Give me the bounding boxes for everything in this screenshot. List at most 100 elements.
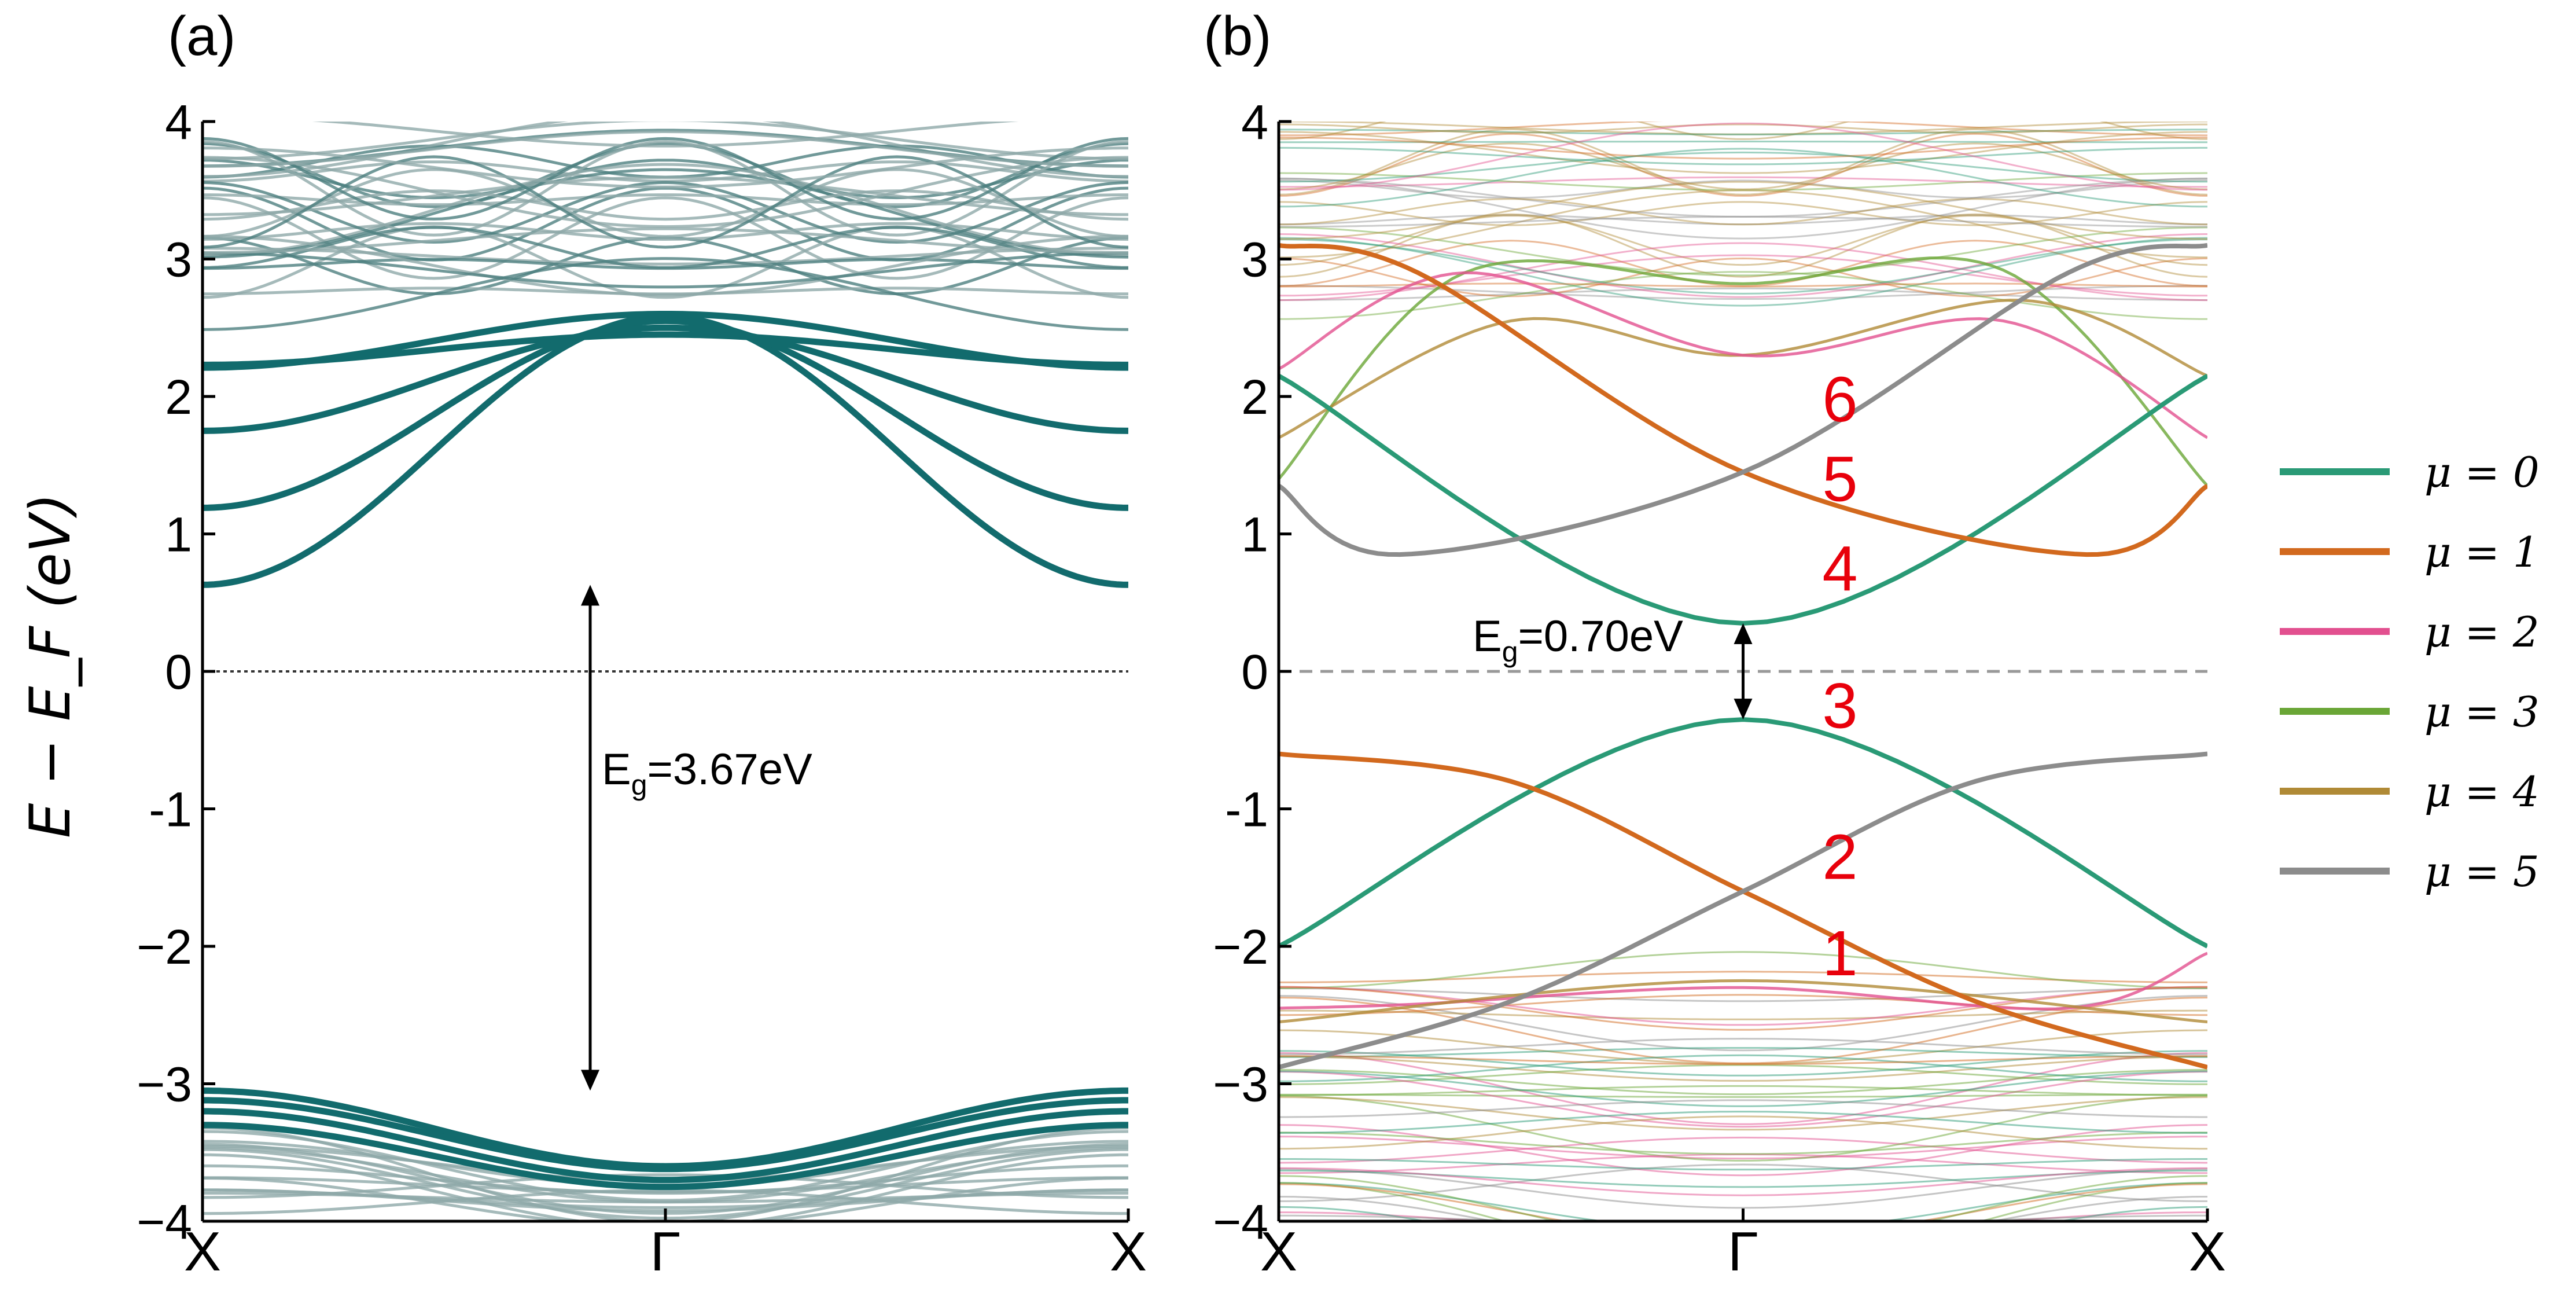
background-band — [1279, 1085, 2207, 1096]
x-tick-label: X — [1110, 1221, 1147, 1283]
background-band — [1279, 242, 2207, 302]
background-band — [203, 168, 1128, 238]
gap-arrow-head-bottom — [1734, 699, 1753, 720]
background-band — [1279, 285, 2207, 300]
background-band — [1279, 1163, 2207, 1202]
intermediate-band — [1279, 256, 2207, 487]
background-band — [1279, 1068, 2207, 1096]
background-band — [203, 155, 1128, 249]
background-band — [1279, 1182, 2207, 1221]
band-index-2: 2 — [1822, 822, 1857, 893]
background-band — [1279, 215, 2207, 266]
background-band — [1279, 1056, 2207, 1082]
x-tick-label: Γ — [650, 1221, 681, 1283]
y-tick-label: −2 — [137, 920, 192, 974]
background-band — [203, 1177, 1128, 1221]
background-band — [1279, 282, 2207, 288]
legend-label: μ = 4 — [2424, 767, 2540, 816]
background-band — [1279, 1099, 2207, 1118]
x-tick-label: X — [2189, 1221, 2226, 1283]
gap-arrow-a — [581, 585, 599, 1091]
background-band — [1279, 122, 2207, 140]
background-band — [1279, 986, 2207, 1026]
y-tick-label: 3 — [165, 233, 192, 287]
background-band — [1279, 123, 2207, 134]
background-band — [1279, 122, 2207, 135]
y-tick-label: 2 — [1241, 370, 1268, 424]
background-band — [1279, 1196, 2207, 1221]
background-band — [1279, 1055, 2207, 1066]
y-tick-label: -1 — [149, 783, 192, 837]
background-band — [1279, 1052, 2207, 1125]
background-band — [1279, 1115, 2207, 1150]
background-band — [1279, 213, 2207, 278]
background-band — [1279, 951, 2207, 989]
background-band — [203, 156, 1128, 229]
y-tick-label: 0 — [165, 645, 192, 699]
gap-arrow-head-top — [1734, 623, 1753, 644]
background-band — [1279, 987, 2207, 1002]
highlighted-band-mu-5 — [1279, 751, 2207, 1070]
background-band — [1279, 122, 2207, 191]
background-band — [1279, 178, 2207, 218]
gap-arrow-b — [1734, 623, 1753, 720]
background-band — [1279, 1168, 2207, 1209]
y-tick-label: 1 — [165, 508, 192, 562]
background-band — [203, 225, 1128, 299]
y-tick-label: 4 — [1241, 95, 1268, 149]
background-band — [1279, 1124, 2207, 1177]
background-band — [1279, 1096, 2207, 1131]
background-band — [203, 137, 1128, 221]
background-band — [1279, 1136, 2207, 1164]
background-band — [203, 1173, 1128, 1199]
background-band — [1279, 271, 2207, 320]
background-band — [203, 122, 1128, 178]
y-tick-label: 4 — [165, 95, 192, 149]
legend-label: μ = 1 — [2424, 528, 2540, 576]
background-band — [203, 142, 1128, 208]
background-band — [1279, 237, 2207, 307]
background-band — [203, 163, 1128, 257]
background-band — [203, 193, 1128, 207]
band-index-labels: 1 2 3 4 5 6 — [1822, 364, 1857, 989]
panel-a-label: (a) — [168, 5, 235, 67]
background-band — [203, 168, 1128, 259]
y-tick-label: −3 — [137, 1057, 192, 1112]
intermediate-band — [1279, 299, 2207, 439]
highlighted-band — [203, 331, 1128, 368]
background-band — [203, 146, 1128, 189]
highlighted-band — [203, 311, 1128, 371]
highlighted-band — [203, 1097, 1128, 1173]
background-band — [1279, 1071, 2207, 1128]
highlighted-band-mu-0 — [1279, 373, 2207, 626]
background-band — [1279, 128, 2207, 196]
y-axis-label: E − E_F (eV) — [18, 493, 83, 838]
background-band — [1279, 1136, 2207, 1160]
background-band — [1279, 131, 2207, 174]
background-band — [312, 122, 1019, 148]
background-band — [1279, 1158, 2207, 1171]
legend-label: μ = 2 — [2424, 608, 2540, 656]
x-tick-label: X — [184, 1221, 221, 1283]
background-band — [1279, 142, 2207, 190]
y-tick-label: −3 — [1213, 1057, 1268, 1112]
background-band — [1279, 226, 2207, 277]
background-band — [1279, 122, 2207, 137]
background-bands-b — [1279, 122, 2207, 1221]
background-band — [1279, 172, 2207, 191]
background-band — [203, 159, 1128, 200]
band-index-6: 6 — [1822, 364, 1857, 435]
highlighted-band — [203, 324, 1128, 434]
band-index-3: 3 — [1822, 670, 1857, 741]
highlighted-band — [203, 1108, 1128, 1184]
background-band — [1279, 238, 2207, 295]
background-band — [1279, 257, 2207, 297]
background-band — [203, 175, 1128, 216]
background-band — [203, 226, 1128, 269]
highlighted-band-mu-5 — [1279, 243, 2207, 557]
background-band — [1279, 1093, 2207, 1098]
